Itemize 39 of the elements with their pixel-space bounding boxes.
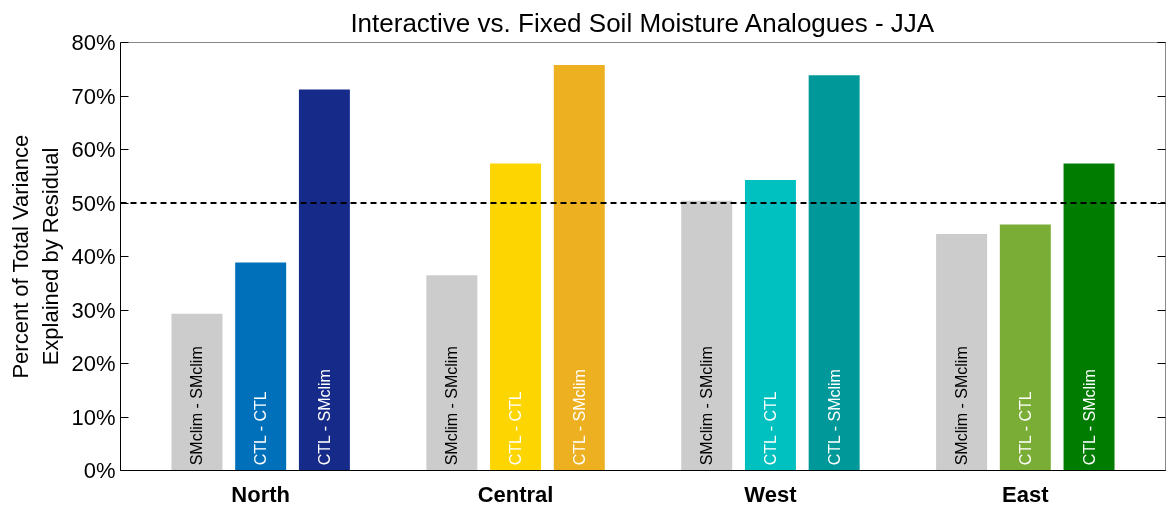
- bar: [426, 275, 478, 471]
- x-tick-label: West: [744, 481, 798, 507]
- bar: [553, 64, 605, 471]
- bar: [744, 179, 796, 471]
- bar: [235, 262, 287, 471]
- y-tick-label: 70%: [71, 83, 116, 109]
- text: CTL - CTL: [507, 391, 525, 466]
- y-tick-label: 20%: [71, 351, 116, 376]
- text: CTL - SMclim: [825, 369, 843, 466]
- bar: [999, 224, 1051, 471]
- text: CTL - CTL: [1016, 391, 1034, 466]
- bar: [936, 234, 988, 471]
- x-tick-label: Central: [477, 481, 554, 507]
- y-tick-label: 0%: [83, 458, 116, 483]
- y-axis-title: Percent of Total Variance Explained by Residual: [8, 134, 64, 379]
- text: CTL - CTL: [761, 391, 779, 466]
- text: SMclim - SMclim: [953, 346, 971, 466]
- bar: [171, 313, 223, 471]
- text: SMclim - SMclim: [443, 346, 461, 466]
- y-tick-label: 10%: [71, 404, 116, 430]
- bar: [298, 89, 350, 471]
- bar: [808, 75, 860, 471]
- y-tick-label: 40%: [71, 244, 116, 269]
- bar: [1063, 163, 1115, 471]
- bar: [681, 200, 733, 471]
- y-tick-label: 80%: [71, 30, 116, 55]
- y-tick-label: 50%: [71, 190, 116, 216]
- text: SMclim - SMclim: [698, 346, 716, 466]
- series-label: SMclim - SMclim: [188, 346, 206, 466]
- y-tick-label: 30%: [71, 297, 116, 323]
- chart-title: Interactive vs. Fixed Soil Moisture Analogues - JJA: [350, 7, 935, 38]
- y-tick-label: 60%: [71, 137, 116, 162]
- series-label: CTL - SMclim: [315, 369, 333, 466]
- text: CTL - SMclim: [570, 369, 588, 466]
- series-label: CTL - CTL: [252, 391, 270, 466]
- text: CTL - SMclim: [1080, 369, 1098, 466]
- x-tick-label: East: [1002, 481, 1050, 507]
- bar: [490, 163, 542, 471]
- x-tick-label: North: [231, 481, 291, 507]
